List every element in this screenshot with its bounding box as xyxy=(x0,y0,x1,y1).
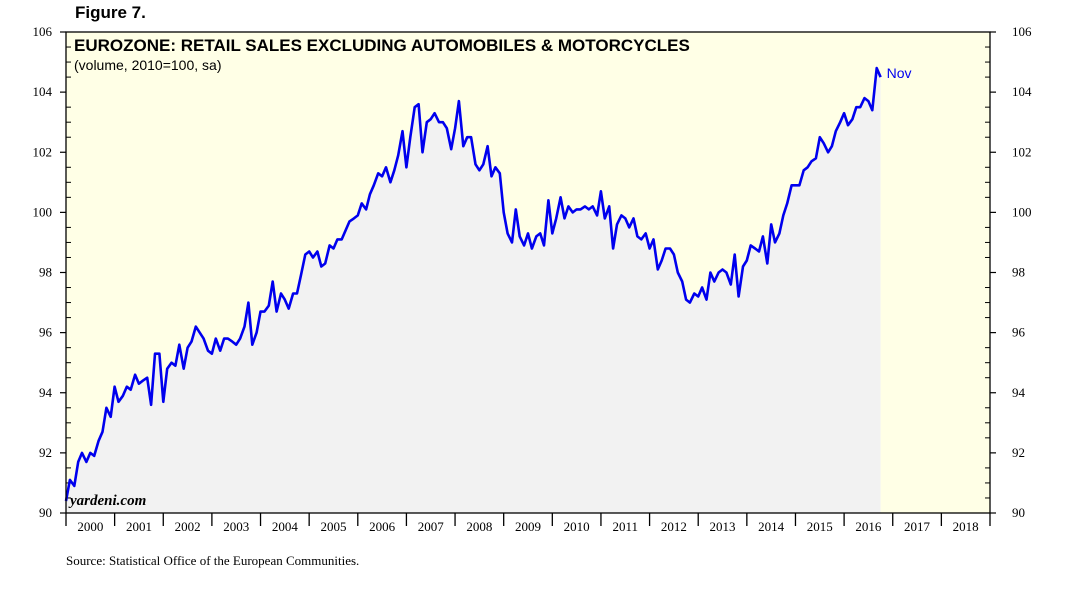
chart-title: EUROZONE: RETAIL SALES EXCLUDING AUTOMOB… xyxy=(74,36,690,55)
x-tick-label: 2016 xyxy=(855,519,882,534)
x-tick-label: 2015 xyxy=(807,519,833,534)
plot-frame xyxy=(65,31,991,514)
y-tick-label-right: 106 xyxy=(1012,24,1032,39)
x-tick-label: 2009 xyxy=(515,519,541,534)
x-tick-label: 2007 xyxy=(418,519,445,534)
x-tick-label: 2008 xyxy=(466,519,492,534)
y-tick-label-left: 94 xyxy=(39,385,53,400)
y-tick-label-left: 90 xyxy=(39,505,52,520)
y-tick-label-right: 96 xyxy=(1012,325,1026,340)
y-tick-label-left: 104 xyxy=(33,84,53,99)
y-tick-label-right: 102 xyxy=(1012,144,1032,159)
x-tick-label: 2004 xyxy=(272,519,299,534)
y-tick-label-left: 98 xyxy=(39,265,52,280)
y-tick-label-right: 90 xyxy=(1012,505,1025,520)
series-line xyxy=(64,66,882,502)
figure-label: Figure 7. xyxy=(75,3,146,22)
x-tick-label: 2005 xyxy=(320,519,346,534)
y-tick-label-left: 106 xyxy=(33,24,53,39)
y-tick-label-left: 96 xyxy=(39,325,53,340)
x-tick-label: 2001 xyxy=(126,519,152,534)
y-tick-label-left: 92 xyxy=(39,445,52,460)
x-tick-label: 2000 xyxy=(77,519,103,534)
x-tick-label: 2003 xyxy=(223,519,249,534)
x-tick-label: 2011 xyxy=(612,519,638,534)
x-tick-label: 2002 xyxy=(175,519,201,534)
x-tick-label: 2010 xyxy=(564,519,590,534)
x-tick-label: 2018 xyxy=(953,519,979,534)
series-area-fill xyxy=(66,68,881,513)
watermark: yardeni.com xyxy=(68,493,146,509)
x-axis-ticks: 2000 2001 2002 2003 2004 2005 2006 2007 2008 2009… xyxy=(65,513,991,534)
y-tick-label-left: 102 xyxy=(33,144,53,159)
x-tick-label: 2014 xyxy=(758,519,785,534)
x-tick-label: 2017 xyxy=(904,519,931,534)
y-tick-label-right: 92 xyxy=(1012,445,1025,460)
source-note: Source: Statistical Office of the Europe… xyxy=(66,553,360,568)
last-value-label: Nov xyxy=(887,65,912,81)
x-tick-label: 2006 xyxy=(369,519,396,534)
y-tick-label-right: 98 xyxy=(1012,265,1025,280)
y-tick-label-left: 100 xyxy=(33,204,53,219)
y-tick-label-right: 100 xyxy=(1012,204,1032,219)
forecast-shade xyxy=(888,32,990,513)
x-tick-label: 2013 xyxy=(710,519,736,534)
y-axis-ticks: 90 90 92 92 94 94 96 96 98 98 100 100 102 102 104 104 10… xyxy=(33,24,1033,520)
y-tick-label-right: 104 xyxy=(1012,84,1032,99)
x-tick-label: 2012 xyxy=(661,519,687,534)
y-tick-label-right: 94 xyxy=(1012,385,1026,400)
chart-subtitle: (volume, 2010=100, sa) xyxy=(74,57,221,73)
